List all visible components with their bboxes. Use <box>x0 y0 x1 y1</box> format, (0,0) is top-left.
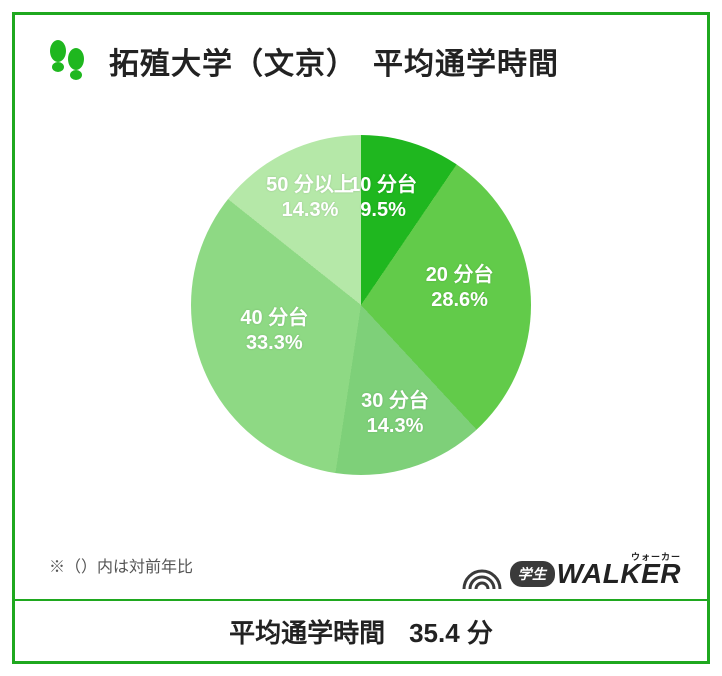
slice-label: 30 分台14.3% <box>361 389 429 439</box>
brand-badge: 学生 <box>510 561 555 587</box>
footprints-icon <box>43 37 91 85</box>
slice-label: 20 分台28.6% <box>426 263 494 313</box>
slice-label: 50 分以上14.3% <box>266 173 354 223</box>
pie-chart: 10 分台9.5%20 分台28.6% 30 分台14.3% 40 分台33.3% 5… <box>15 85 707 525</box>
page-title: 拓殖大学（文京） 平均通学時間 <box>109 39 559 83</box>
card-frame: 拓殖大学（文京） 平均通学時間 10 分台9.5%20 分台28.6% 30 分台… <box>12 12 710 664</box>
slice-label: 10 分台9.5% <box>349 173 417 223</box>
slice-label: 40 分台33.3% <box>240 306 308 356</box>
brand-logo: ウォーカー 学生 WALKER <box>460 549 681 593</box>
footer-value: 35.4 分 <box>409 613 493 650</box>
footer-bar: 平均通学時間 35.4 分 <box>15 599 707 661</box>
brand-furigana: ウォーカー <box>631 550 681 563</box>
brand-arc-icon <box>460 549 504 593</box>
brand-text: ウォーカー 学生 WALKER <box>510 552 681 590</box>
footer-label: 平均通学時間 <box>229 613 385 650</box>
footnote: ※（）内は対前年比 <box>49 553 193 577</box>
header: 拓殖大学（文京） 平均通学時間 <box>15 15 707 85</box>
